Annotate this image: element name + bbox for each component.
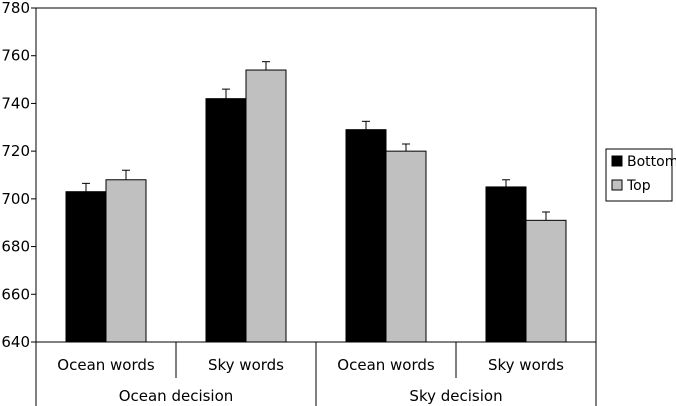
category-label: Ocean words — [57, 356, 155, 374]
bar-top-3 — [385, 150, 427, 343]
category-label: Sky words — [488, 356, 564, 374]
bar-bottom-4 — [485, 186, 527, 343]
bar-top-2 — [245, 69, 287, 343]
legend-swatch-top — [611, 179, 623, 191]
bar-top-4 — [525, 219, 567, 343]
y-tick-label: 700 — [1, 190, 30, 208]
legend-label-top: Top — [626, 178, 651, 194]
legend-swatch-bottom — [611, 155, 623, 167]
bar-bottom-1 — [65, 191, 107, 343]
group-label: Sky decision — [409, 387, 502, 405]
y-tick-label: 680 — [1, 238, 30, 256]
legend-label-bottom: Bottom — [627, 154, 676, 170]
bars — [65, 61, 567, 343]
category-label: Ocean words — [337, 356, 435, 374]
bar-top-1 — [105, 179, 147, 343]
y-tick-label: 720 — [1, 142, 30, 160]
y-tick-label: 660 — [1, 285, 30, 303]
y-tick-label: 780 — [1, 0, 30, 17]
x-axis: Ocean words Sky words Ocean words Sky words… — [35, 342, 597, 406]
category-label: Sky words — [208, 356, 284, 374]
bar-bottom-2 — [205, 98, 247, 343]
y-axis: 640 660 680 700 720 740 760 780 — [1, 0, 36, 351]
group-label: Ocean decision — [119, 387, 234, 405]
y-tick-label: 760 — [1, 47, 30, 65]
y-tick-label: 640 — [1, 333, 30, 351]
legend: Bottom Top — [605, 148, 676, 202]
bar-bottom-3 — [345, 129, 387, 343]
y-tick-label: 740 — [1, 94, 30, 112]
